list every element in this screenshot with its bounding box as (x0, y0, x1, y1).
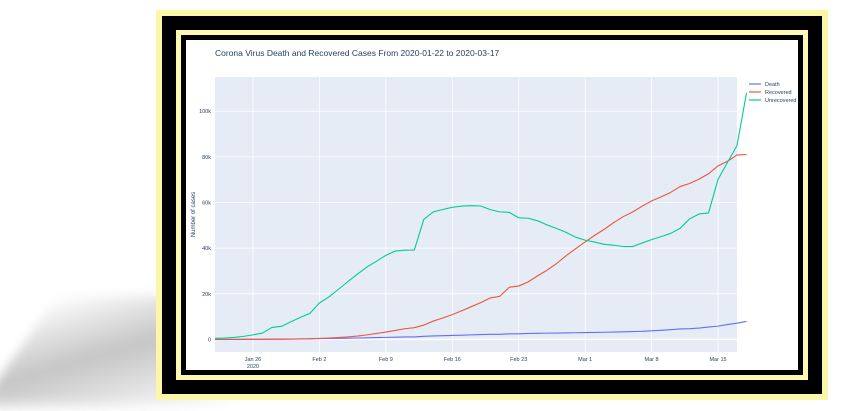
series-line-unrecovered (214, 92, 748, 339)
chart-canvas: Corona Virus Death and Recovered Cases F… (186, 40, 798, 370)
y-tick-label: 40k (202, 246, 211, 252)
y-tick-label: 100k (199, 109, 211, 115)
y-tick-label: 80k (202, 155, 211, 161)
x-tick-label: Feb 9 (379, 357, 393, 363)
y-axis-title: Number of cases (191, 192, 197, 237)
x-tick-label: Feb 2 (312, 357, 326, 363)
y-tick-label: 20k (202, 292, 211, 298)
x-tick-label: Mar 8 (645, 357, 659, 363)
chart-title: Corona Virus Death and Recovered Cases F… (215, 48, 500, 58)
y-tick-label: 60k (202, 201, 211, 207)
series-line-recovered (215, 154, 747, 340)
x-tick-year-label: 2020 (247, 364, 259, 370)
x-tick-label: Mar 1 (578, 357, 592, 363)
y-tick-label: 0 (208, 337, 211, 343)
x-tick-label: Feb 23 (510, 357, 527, 363)
y-axis-ticks: 0 20k 40k 60k 80k 100k (199, 109, 211, 343)
legend-label-recovered: Recovered (765, 90, 792, 96)
x-tick-label: Mar 15 (709, 357, 726, 363)
series-lines (214, 92, 748, 340)
x-tick-label: Feb 16 (444, 357, 461, 363)
legend: Death Recovered Unrecovered (749, 82, 797, 104)
legend-label-unrecovered: Unrecovered (765, 98, 797, 104)
x-tick-label: Jan 26 (245, 357, 262, 363)
plot-background (215, 77, 737, 352)
legend-label-death: Death (765, 82, 780, 88)
